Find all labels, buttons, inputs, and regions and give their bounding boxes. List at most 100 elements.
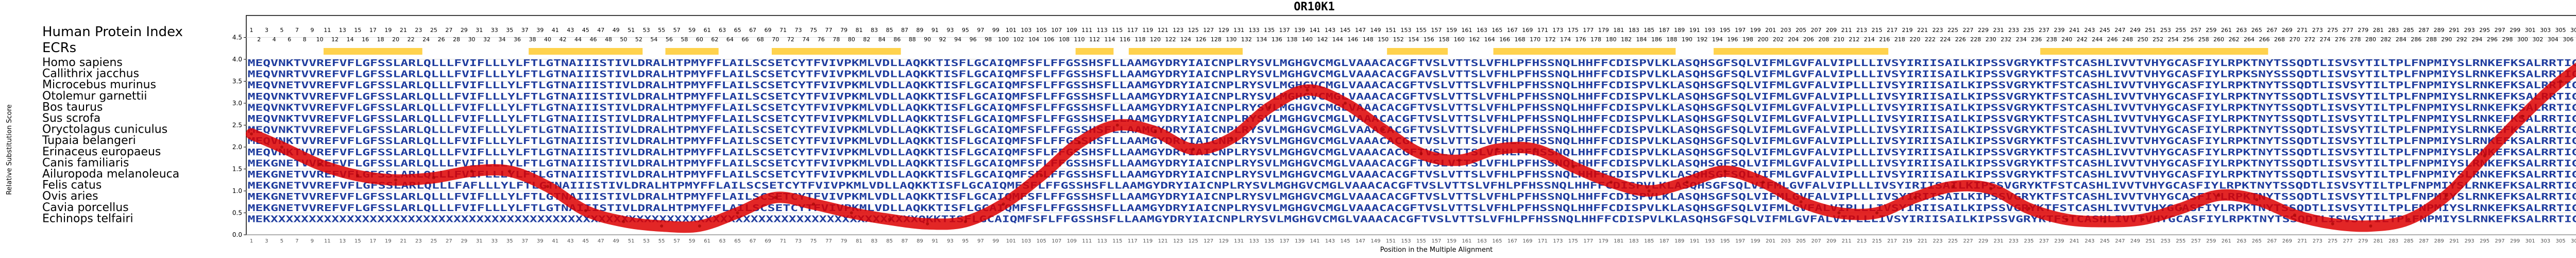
index-number: 77: [825, 27, 833, 34]
index-number: 158: [1438, 36, 1449, 43]
data-point: [1761, 181, 1765, 184]
index-number: 246: [2107, 36, 2118, 43]
x-tick-label: 233: [2009, 238, 2019, 244]
index-number: 116: [1120, 36, 1130, 43]
x-tick-label: 89: [917, 238, 923, 244]
index-number: 259: [2206, 27, 2216, 34]
x-tick-label: 185: [1644, 238, 1654, 244]
index-number: 109: [1066, 27, 1077, 34]
x-tick-label: 181: [1614, 238, 1623, 244]
index-number: 44: [574, 36, 582, 43]
index-number: 165: [1492, 27, 1502, 34]
index-number: 21: [400, 27, 407, 34]
index-number: 210: [1834, 36, 1844, 43]
index-number: 180: [1606, 36, 1617, 43]
index-number: 75: [810, 27, 817, 34]
data-point: [1913, 196, 1917, 199]
index-number: 3: [265, 27, 268, 34]
x-tick-label: 189: [1674, 238, 1684, 244]
index-number: 88: [909, 36, 916, 43]
index-number: 229: [1978, 27, 1989, 34]
data-point: [394, 178, 398, 182]
index-number: 215: [1872, 27, 1883, 34]
index-number: 265: [2251, 27, 2262, 34]
x-tick-label: 17: [370, 238, 377, 244]
chart-title: OR10K1: [1294, 1, 1334, 13]
index-number: 138: [1286, 36, 1297, 43]
index-number: 85: [886, 27, 893, 34]
index-number: 205: [1795, 27, 1806, 34]
index-number: 47: [597, 27, 604, 34]
index-number: 202: [1773, 36, 1784, 43]
series-line: [246, 62, 2576, 233]
x-tick-label: 147: [1355, 238, 1365, 244]
x-tick-label: 97: [977, 238, 984, 244]
index-number: 160: [1454, 36, 1465, 43]
index-number: 174: [1560, 36, 1571, 43]
data-point: [1685, 181, 1689, 184]
x-tick-label: 87: [902, 238, 908, 244]
index-number: 60: [696, 36, 703, 43]
index-number: 248: [2122, 36, 2133, 43]
species-name: Callithrix jacchus: [42, 68, 139, 80]
sequence-row: MEQVNKTVVREFVFLGFSSLARLQLLLFVIFLLLYLFTLG…: [248, 125, 2576, 136]
x-tick-label: 15: [354, 238, 361, 244]
species-name: Oryctolagus cuniculus: [42, 123, 167, 136]
data-point: [2369, 224, 2372, 228]
x-tick-label: 41: [552, 238, 558, 244]
index-number: 102: [1013, 36, 1024, 43]
y-tick-label: 3.5: [232, 78, 242, 85]
index-number: 194: [1712, 36, 1723, 43]
index-number: 58: [681, 36, 688, 43]
x-tick-label: 239: [2054, 238, 2064, 244]
data-point: [2407, 218, 2411, 221]
data-point: [1229, 137, 1233, 140]
index-number: 275: [2327, 27, 2338, 34]
index-number: 190: [1682, 36, 1692, 43]
index-number: 171: [1537, 27, 1548, 34]
x-tick-label: 203: [1781, 238, 1791, 244]
index-number: 39: [536, 27, 544, 34]
index-number: 25: [430, 27, 437, 34]
index-number: 51: [628, 27, 635, 34]
index-number: 211: [1841, 27, 1852, 34]
index-number: 48: [605, 36, 612, 43]
index-number: 264: [2244, 36, 2255, 43]
data-point: [250, 132, 253, 136]
index-number: 146: [1347, 36, 1358, 43]
index-number: 16: [362, 36, 369, 43]
index-number: 108: [1059, 36, 1070, 43]
index-number: 119: [1142, 27, 1153, 34]
ecr-region: [1714, 48, 1889, 55]
data-point: [2141, 218, 2145, 221]
index-number: 224: [1940, 36, 1951, 43]
index-number: 6: [287, 36, 291, 43]
index-number: 187: [1659, 27, 1670, 34]
x-tick-label: 183: [1629, 238, 1639, 244]
ecr-region: [1387, 48, 1448, 55]
x-tick-label: 209: [1826, 238, 1836, 244]
x-tick-label: 165: [1492, 238, 1502, 244]
x-tick-label: 29: [461, 238, 467, 244]
index-number: 97: [977, 27, 984, 34]
index-number: 110: [1074, 36, 1085, 43]
index-number: 135: [1264, 27, 1275, 34]
index-number: 159: [1446, 27, 1457, 34]
x-tick-label: 295: [2480, 238, 2489, 244]
x-tick-label: 307: [2571, 238, 2576, 244]
index-number: 114: [1105, 36, 1115, 43]
index-number: 251: [2145, 27, 2156, 34]
human-protein-index: 1 3 5 7 9 11 13 15 17 19 21 23 25 27 29 31 33 35 37 39 41 43 4…: [250, 27, 2576, 43]
x-tick-label: 99: [993, 238, 999, 244]
x-tick-label: 1: [250, 238, 253, 244]
sequence-row: MEKXXXXXXXXXXXXXXXXXXXXXXXXXXXXXXXXXXXXX…: [248, 214, 2576, 224]
ecr-region: [529, 48, 643, 55]
index-number: 151: [1385, 27, 1396, 34]
x-tick-label: 9: [311, 238, 314, 244]
index-number: 307: [2570, 27, 2576, 34]
x-tick-label: 51: [628, 238, 635, 244]
x-tick-label: 31: [476, 238, 483, 244]
index-number: 66: [741, 36, 749, 43]
sequence-row: MEQVNRTVVREFVFLGFSSLARLQLLLFVIFLLLYLFTLG…: [248, 69, 2576, 80]
index-number: 106: [1044, 36, 1055, 43]
